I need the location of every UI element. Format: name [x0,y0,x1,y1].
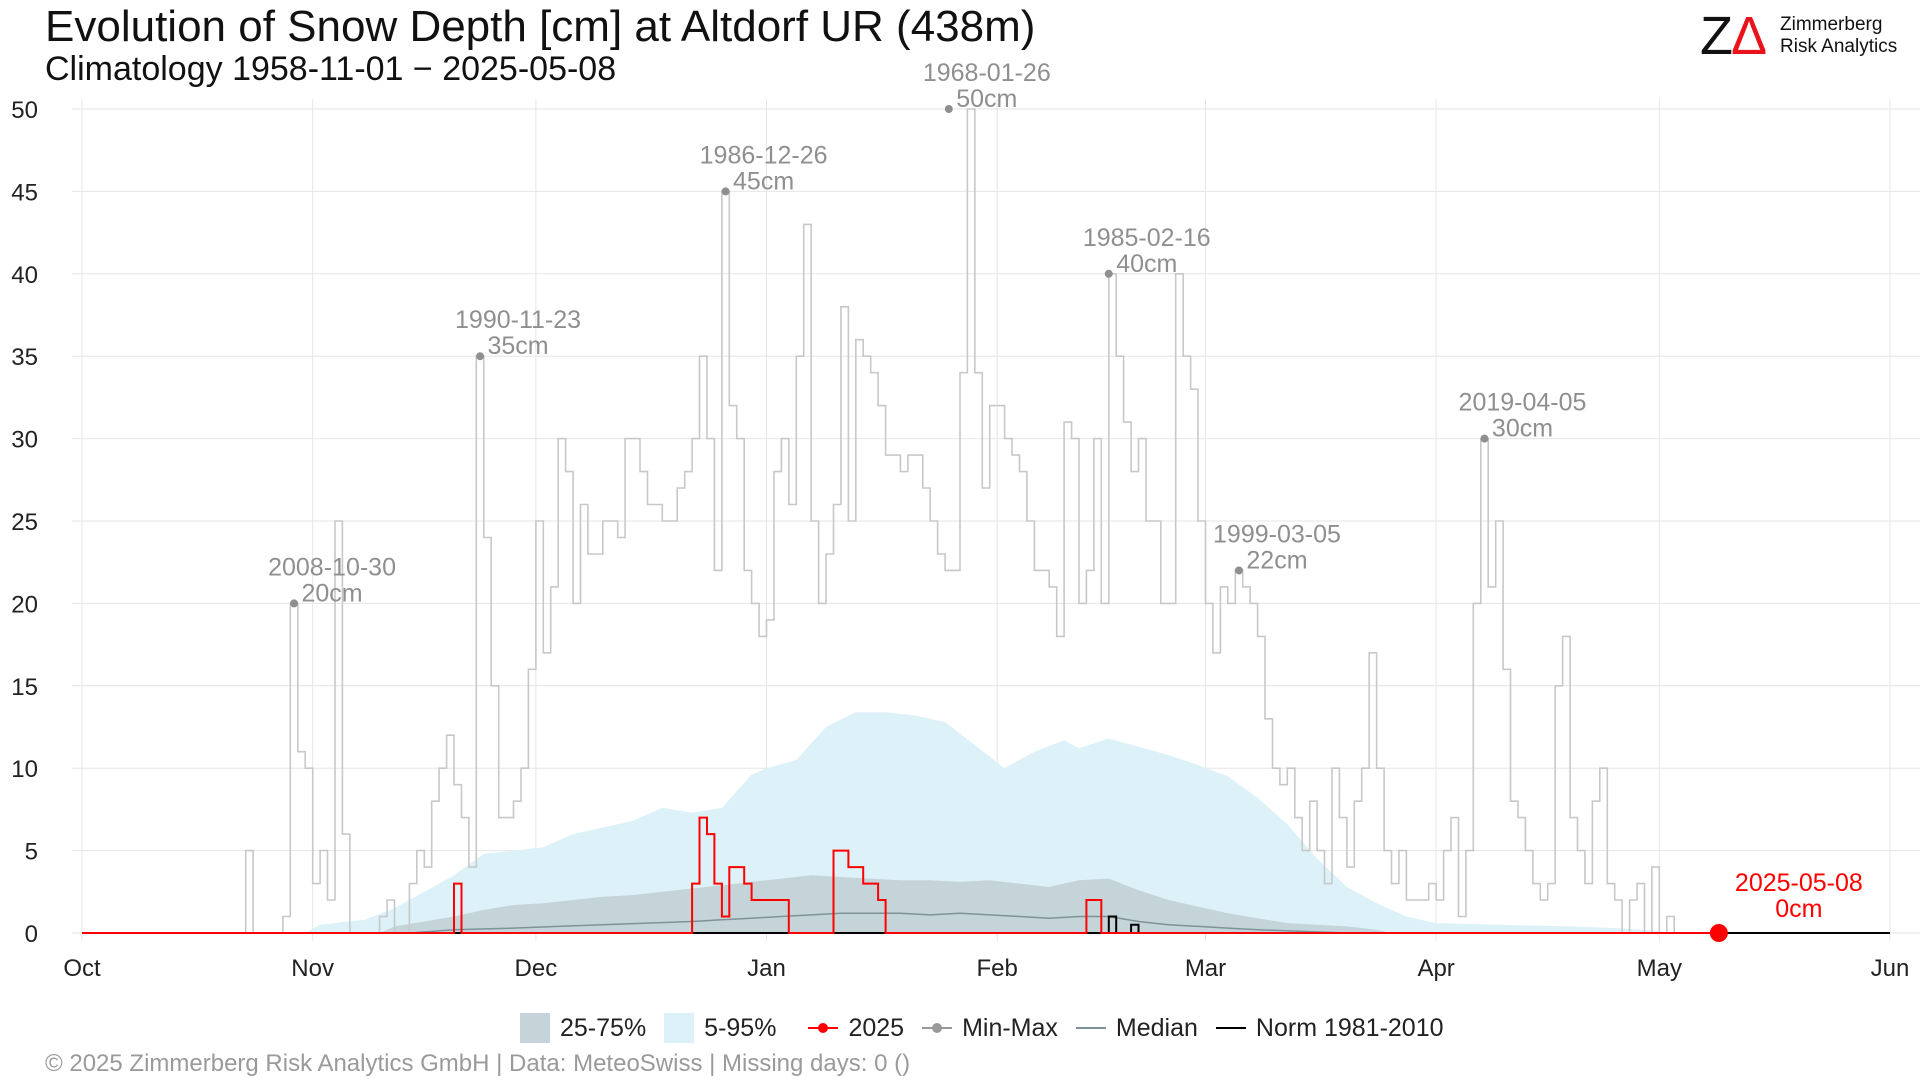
legend-label-norm: Norm 1981-2010 [1255,1013,1444,1042]
record-date-label: 1999-03-05 [1213,520,1341,548]
legend-item-p5-95: 5-95% [664,1013,776,1043]
y-tick-label: 35 [11,344,38,371]
record-point [1234,566,1243,575]
x-tick-label: Jun [1871,955,1910,982]
legend-label-p5-95: 5-95% [704,1013,777,1042]
band-25-75-area [82,875,1890,933]
y-tick-label: 45 [11,179,38,206]
record-date-label: 1986-12-26 [700,141,828,169]
current-value-label: 0cm [1775,895,1822,923]
legend-key-minmax [922,1023,953,1033]
chart-title: Evolution of Snow Depth [cm] at Altdorf … [45,2,1036,51]
band-25-75-fill [82,875,1890,933]
x-tick-label: Feb [976,955,1017,982]
copyright-caption: © 2025 Zimmerberg Risk Analytics GmbH | … [45,1050,911,1077]
legend-item-minmax: Min-Max [922,1013,1058,1043]
legend-item-median: Median [1075,1013,1198,1043]
legend-item-norm: Norm 1981-2010 [1215,1013,1444,1043]
legend-swatch-iqr [520,1013,550,1043]
y-tick-label: 0 [25,921,38,948]
y-tick-label: 30 [11,427,38,454]
record-date-label: 1990-11-23 [455,306,581,334]
legend-item-2025: 2025 [808,1013,904,1043]
record-date-label: 2019-04-05 [1459,389,1587,417]
logo-line-1: Zimmerberg [1780,14,1883,35]
legend-label-iqr: 25-75% [560,1013,647,1042]
snow-depth-chart: 2008-10-3020cm1990-11-2335cm1986-12-2645… [11,59,1920,982]
legend-key-norm [1215,1027,1246,1029]
record-value-label: 35cm [487,332,548,360]
company-logo: ZΔ Zimmerberg Risk Analytics [1700,8,1910,64]
x-tick-label: Dec [515,955,558,982]
chart-subtitle: Climatology 1958-11-01 − 2025-05-08 [45,50,617,88]
y-tick-label: 25 [11,509,38,536]
legend-label-minmax: Min-Max [962,1013,1058,1042]
legend: 25-75% 5-95% 2025 Min-Max Median Norm 19… [520,1010,1444,1046]
season-2025-line [82,816,1719,934]
logo-line-2: Risk Analytics [1780,36,1898,57]
za-logo-icon: ZΔ [1700,6,1767,66]
legend-label-median: Median [1115,1013,1198,1042]
record-value-label: 50cm [956,85,1017,113]
record-value-label: 22cm [1246,546,1307,574]
x-tick-label: Mar [1185,955,1226,982]
record-date-label: 2008-10-30 [268,553,396,581]
record-value-label: 20cm [301,579,362,607]
record-point [1480,434,1489,443]
x-tick-label: Jan [747,955,786,982]
record-point [1104,269,1113,278]
legend-swatch-p5-95 [664,1013,695,1043]
x-tick-label: Apr [1417,955,1454,982]
y-tick-label: 15 [11,674,38,701]
y-tick-label: 10 [11,756,38,783]
record-value-label: 30cm [1492,415,1553,443]
x-tick-label: Nov [291,955,334,982]
median-series [82,912,1890,934]
band-5-95-area [82,712,1890,933]
minmax-line [82,108,1890,934]
legend-key-2025 [808,1023,839,1033]
y-tick-label: 50 [11,97,38,124]
record-value-label: 45cm [733,167,794,195]
record-date-label: 1985-02-16 [1083,224,1211,252]
grid-lines [72,99,1920,941]
x-axis: Oct Nov Dec Jan Feb Mar Apr May Jun [63,955,1909,982]
record-point [721,187,730,196]
current-point [1709,924,1728,942]
y-tick-label: 40 [11,262,38,289]
current-date-label: 2025-05-08 [1735,869,1863,897]
band-5-95-fill [82,712,1890,933]
record-point [290,599,299,608]
legend-key-median [1075,1027,1106,1029]
record-point [944,105,953,113]
legend-label-2025: 2025 [848,1013,905,1042]
record-point [476,352,485,361]
record-date-label: 1968-01-26 [923,59,1051,87]
legend-item-iqr: 25-75% [520,1013,646,1043]
median-line [82,912,1890,934]
record-value-label: 40cm [1116,250,1177,278]
y-tick-label: 20 [11,591,38,618]
y-axis: 0 5 10 15 20 25 30 35 40 45 50 [11,97,38,948]
x-tick-label: May [1637,955,1682,982]
minmax-series [82,108,1890,934]
y-tick-label: 5 [25,839,38,866]
x-tick-label: Oct [63,955,101,982]
season-2025-series [82,816,1728,942]
